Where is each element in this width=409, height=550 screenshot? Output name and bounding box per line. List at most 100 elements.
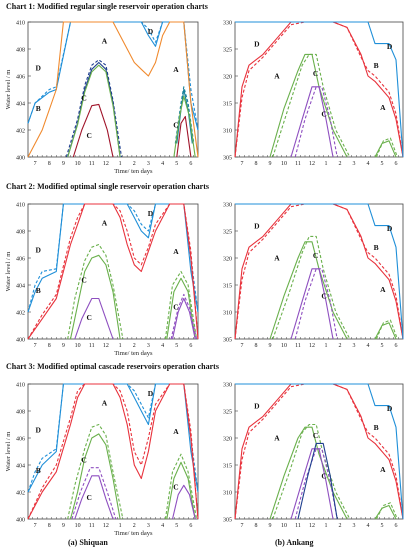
- x-tick-label: 10: [281, 161, 287, 167]
- zone-label: C: [86, 493, 91, 502]
- zone-label: D: [35, 64, 41, 73]
- series-line-green-solid: [374, 504, 397, 520]
- x-tick-label: 12: [103, 343, 109, 349]
- plot-frame: [27, 21, 199, 158]
- x-tick-label: 12: [309, 343, 315, 349]
- series-line-blue-solid: [27, 203, 199, 313]
- zone-label: C: [173, 120, 178, 129]
- x-tick-label: 8: [255, 161, 258, 167]
- series-line-green-dashed: [67, 243, 124, 340]
- x-axis-label: Time/ ten days: [114, 530, 153, 537]
- series-line-purple-solid: [171, 484, 196, 520]
- zone-label: D: [387, 224, 393, 233]
- x-tick-label: 6: [395, 523, 398, 529]
- series-line-red-solid: [234, 203, 404, 340]
- x-tick-label: 5: [381, 161, 384, 167]
- y-tick-label: 310: [223, 311, 232, 317]
- x-tick-label: 7: [241, 161, 244, 167]
- series-line-red-dashed: [234, 21, 404, 158]
- series-line-red-solid: [27, 203, 199, 340]
- x-tick-label: 3: [353, 161, 356, 167]
- series-line-red-dashed: [27, 203, 199, 340]
- y-tick-label: 320: [223, 437, 232, 443]
- x-tick-label: 5: [381, 523, 384, 529]
- series-line-green-dashed: [272, 53, 351, 158]
- series-line-green-dashed: [272, 235, 351, 340]
- zone-label: D: [254, 39, 260, 48]
- x-tick-label: 9: [269, 523, 272, 529]
- y-tick-label: 315: [223, 102, 232, 108]
- x-tick-label: 1: [119, 161, 122, 167]
- y-tick-label: 402: [16, 491, 25, 497]
- x-tick-label: 3: [353, 343, 356, 349]
- x-tick-label: 7: [241, 523, 244, 529]
- series-line-green-solid: [374, 140, 397, 158]
- series-line-green-dashed: [375, 502, 398, 520]
- x-tick-label: 4: [161, 161, 164, 167]
- y-tick-label: 410: [16, 383, 25, 389]
- series-line-red-dashed: [234, 383, 404, 520]
- x-tick-label: 8: [255, 343, 258, 349]
- series-line-green-dashed: [67, 423, 124, 520]
- x-tick-label: 1: [325, 523, 328, 529]
- series-line-purple-solid: [74, 475, 114, 520]
- series-line-green-solid: [269, 53, 348, 158]
- x-tick-label: 9: [62, 161, 65, 167]
- x-tick-label: 4: [367, 343, 370, 349]
- x-tick-label: 1: [119, 343, 122, 349]
- zone-label: A: [380, 465, 386, 474]
- zone-label: C: [86, 131, 91, 140]
- zone-label: A: [102, 399, 108, 408]
- plot-frame: [234, 383, 404, 520]
- zone-label: C: [86, 313, 91, 322]
- y-axis-label: Water level / m: [5, 70, 12, 110]
- series-line-green-solid: [69, 254, 121, 340]
- y-tick-label: 310: [223, 491, 232, 497]
- series-line-red-solid: [234, 21, 404, 158]
- x-tick-label: 11: [89, 343, 95, 349]
- series-line-purple-solid: [290, 268, 334, 340]
- y-tick-label: 400: [16, 156, 25, 162]
- zone-label: C: [313, 431, 318, 440]
- y-tick-label: 325: [223, 48, 232, 54]
- x-tick-label: 9: [269, 343, 272, 349]
- series-line-green-dashed: [375, 319, 398, 340]
- y-tick-label: 325: [223, 230, 232, 236]
- zone-label: A: [102, 219, 108, 228]
- y-tick-label: 408: [16, 230, 25, 236]
- y-tick-label: 305: [223, 338, 232, 344]
- y-axis-label: Water level / m: [5, 252, 12, 292]
- y-tick-label: 408: [16, 48, 25, 54]
- zone-label: D: [148, 27, 154, 36]
- zone-label: D: [387, 42, 393, 51]
- zone-label: A: [173, 427, 179, 436]
- chart3-title: Chart 3: Modified optimal cascade reserv…: [6, 362, 219, 371]
- zone-label: B: [36, 104, 41, 113]
- x-tick-label: 5: [175, 343, 178, 349]
- zone-label: D: [254, 221, 260, 230]
- series-line-green-solid: [166, 461, 196, 520]
- x-tick-label: 11: [295, 523, 301, 529]
- series-line-blue-solid: [235, 203, 404, 340]
- x-axis-label: Time/ ten days: [114, 350, 153, 357]
- series-line-green-solid: [67, 64, 121, 158]
- series-line-red-solid: [234, 383, 404, 520]
- zone-label: C: [321, 110, 326, 119]
- y-tick-label: 400: [16, 338, 25, 344]
- y-tick-label: 315: [223, 284, 232, 290]
- plot-frame: [27, 383, 199, 520]
- series-line-green-dashed: [272, 423, 351, 520]
- x-tick-label: 2: [339, 161, 342, 167]
- zone-label: D: [254, 401, 260, 410]
- plot-frame: [234, 21, 404, 158]
- x-tick-label: 8: [48, 523, 51, 529]
- chart1-title: Chart 1: Modified regular single reservo…: [6, 2, 208, 11]
- zone-label: C: [81, 275, 86, 284]
- zone-label: A: [102, 37, 108, 46]
- x-tick-label: 1: [325, 343, 328, 349]
- x-tick-label: 11: [89, 161, 95, 167]
- x-tick-label: 3: [147, 523, 150, 529]
